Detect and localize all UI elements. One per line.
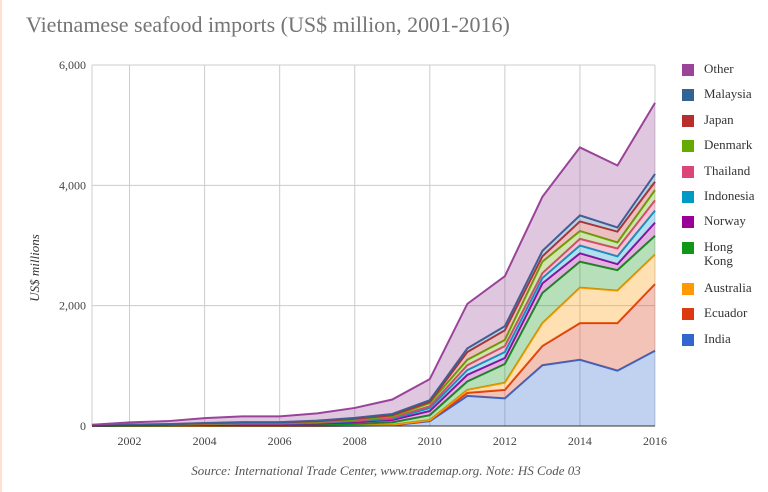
legend-swatch: [682, 64, 694, 76]
legend-swatch: [682, 241, 694, 254]
x-tick-label: 2012: [493, 434, 517, 448]
area-ecuador: [92, 284, 655, 426]
legend-swatch: [682, 282, 694, 295]
legend-label: Norway: [704, 213, 746, 229]
chart-title: Vietnamese seafood imports (US$ million,…: [26, 12, 510, 37]
x-tick-label: 2002: [118, 434, 142, 448]
legend-label: Australia: [704, 279, 752, 295]
x-tick-label: 2016: [643, 434, 667, 448]
x-tick-label: 2014: [568, 434, 592, 448]
legend-swatch: [682, 190, 694, 203]
legend-label: Japan: [704, 111, 734, 127]
legend-swatch: [682, 165, 694, 178]
y-tick-label: 4,000: [59, 178, 86, 192]
area-australia: [92, 254, 655, 426]
legend-label: Other: [704, 61, 734, 76]
source-note: Source: International Trade Center, www.…: [191, 463, 581, 478]
legend-label: Malaysia: [704, 86, 752, 102]
line-other: [91, 102, 656, 426]
legend-label: Indonesia: [704, 187, 755, 203]
area-india: [92, 350, 655, 426]
legend-swatch: [682, 333, 694, 346]
legend-label: Hong Kong: [704, 238, 733, 268]
x-tick-label: 2004: [193, 434, 217, 448]
y-tick-label: 0: [80, 419, 86, 433]
legend-swatch: [682, 89, 694, 102]
x-tick-label: 2006: [268, 434, 292, 448]
legend-swatch: [682, 140, 694, 153]
x-tick-label: 2010: [418, 434, 442, 448]
legend-swatch: [682, 114, 694, 127]
line-malaysia: [91, 173, 656, 427]
x-tick-label: 2008: [343, 434, 367, 448]
legend-label: India: [704, 330, 731, 346]
legend-swatch: [682, 308, 694, 321]
y-tick-label: 2,000: [59, 299, 86, 313]
legend-label: Denmark: [704, 137, 753, 153]
legend-label: Ecuador: [704, 305, 748, 321]
legend-label: Thailand: [704, 162, 751, 178]
legend-swatch: [682, 216, 694, 229]
y-tick-label: 6,000: [59, 58, 86, 72]
